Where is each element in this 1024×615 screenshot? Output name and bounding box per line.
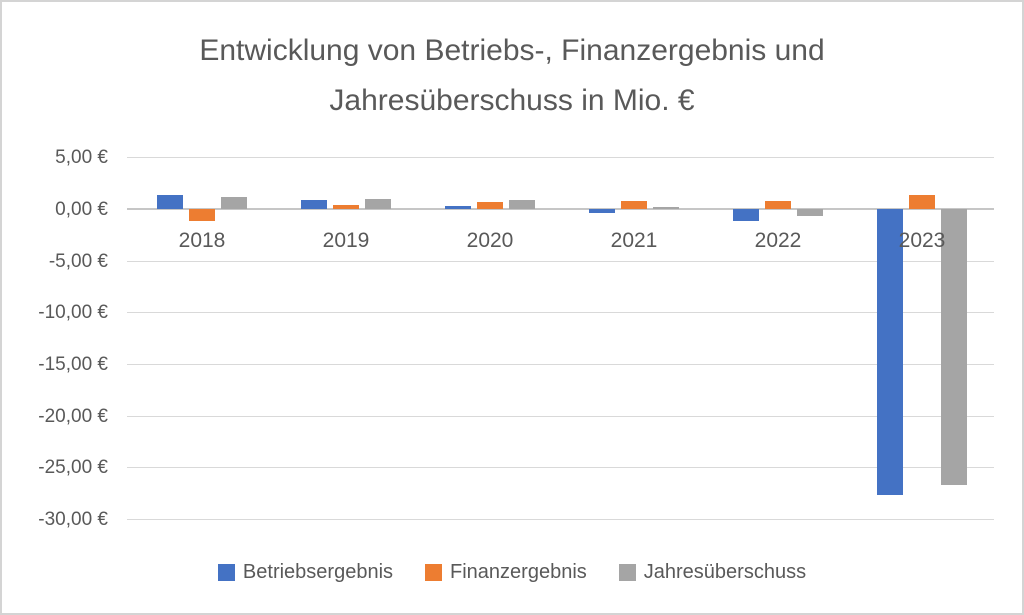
x-axis-category-label: 2021 [610,229,658,252]
gridline [127,363,994,365]
chart-title-line-1: Entwicklung von Betriebs-, Finanzergebni… [199,34,825,67]
bar-2019-finanzergebnis [333,204,359,209]
y-axis-tick-label: 5,00 € [55,147,108,169]
y-axis-tick-label: -10,00 € [38,302,108,324]
chart-title: Entwicklung von Betriebs-, Finanzergebni… [2,26,1022,126]
legend: Betriebsergebnis Finanzergebnis Jahresüber… [2,560,1022,584]
gridline [127,312,994,314]
legend-swatch-icon [618,563,636,581]
x-axis-category-label: 2023 [898,229,946,252]
y-axis-tick-label: -25,00 € [38,457,108,479]
bar-2022-jahresüberschuss [797,209,823,217]
legend-swatch-icon [425,563,443,581]
legend-swatch-icon [217,563,235,581]
x-axis-zero-line [127,208,994,210]
legend-label: Jahresüberschuss [643,561,807,583]
bar-2021-jahresüberschuss [653,206,679,209]
bar-2020-betriebsergebnis [445,205,471,209]
y-axis-tick-label: -20,00 € [38,405,108,427]
chart-title-line-2: Jahresüberschuss in Mio. € [329,84,695,117]
legend-label: Finanzergebnis [450,561,587,583]
y-axis-tick-label: -30,00 € [38,508,108,530]
bar-2019-jahresüberschuss [365,198,391,209]
bar-2023-betriebsergebnis [877,209,903,496]
bar-2018-betriebsergebnis [157,194,183,209]
gridline [127,157,994,159]
gridline [127,260,994,262]
bar-2021-betriebsergebnis [589,209,615,214]
bar-2022-betriebsergebnis [733,209,759,222]
gridline [127,518,994,520]
x-axis-category-label: 2020 [466,229,514,252]
y-axis-tick-label: 0,00 € [55,199,108,220]
bar-2023-finanzergebnis [909,194,935,209]
bar-2020-jahresüberschuss [509,199,535,209]
bar-2018-finanzergebnis [189,209,215,222]
y-axis-tick-label: -5,00 € [48,250,108,272]
bar-2023-jahresüberschuss [941,209,967,485]
bar-2018-jahresüberschuss [221,196,247,209]
legend-item-betriebsergebnis: Betriebsergebnis [217,560,394,584]
bar-2019-betriebsergebnis [301,199,327,209]
gridline [127,415,994,417]
legend-item-finanzergebnis: Finanzergebnis [425,560,587,584]
bar-2021-finanzergebnis [621,200,647,209]
legend-item-jahresüberschuss: Jahresüberschuss [618,560,807,584]
legend-label: Betriebsergebnis [242,561,394,583]
x-axis-category-label: 2018 [178,229,226,252]
bar-2022-finanzergebnis [765,200,791,209]
x-axis-category-label: 2022 [754,229,802,252]
y-axis-tick-label: -15,00 € [38,353,108,375]
gridline [127,467,994,469]
bar-2020-finanzergebnis [477,201,503,209]
x-axis-category-label: 2019 [322,229,370,252]
